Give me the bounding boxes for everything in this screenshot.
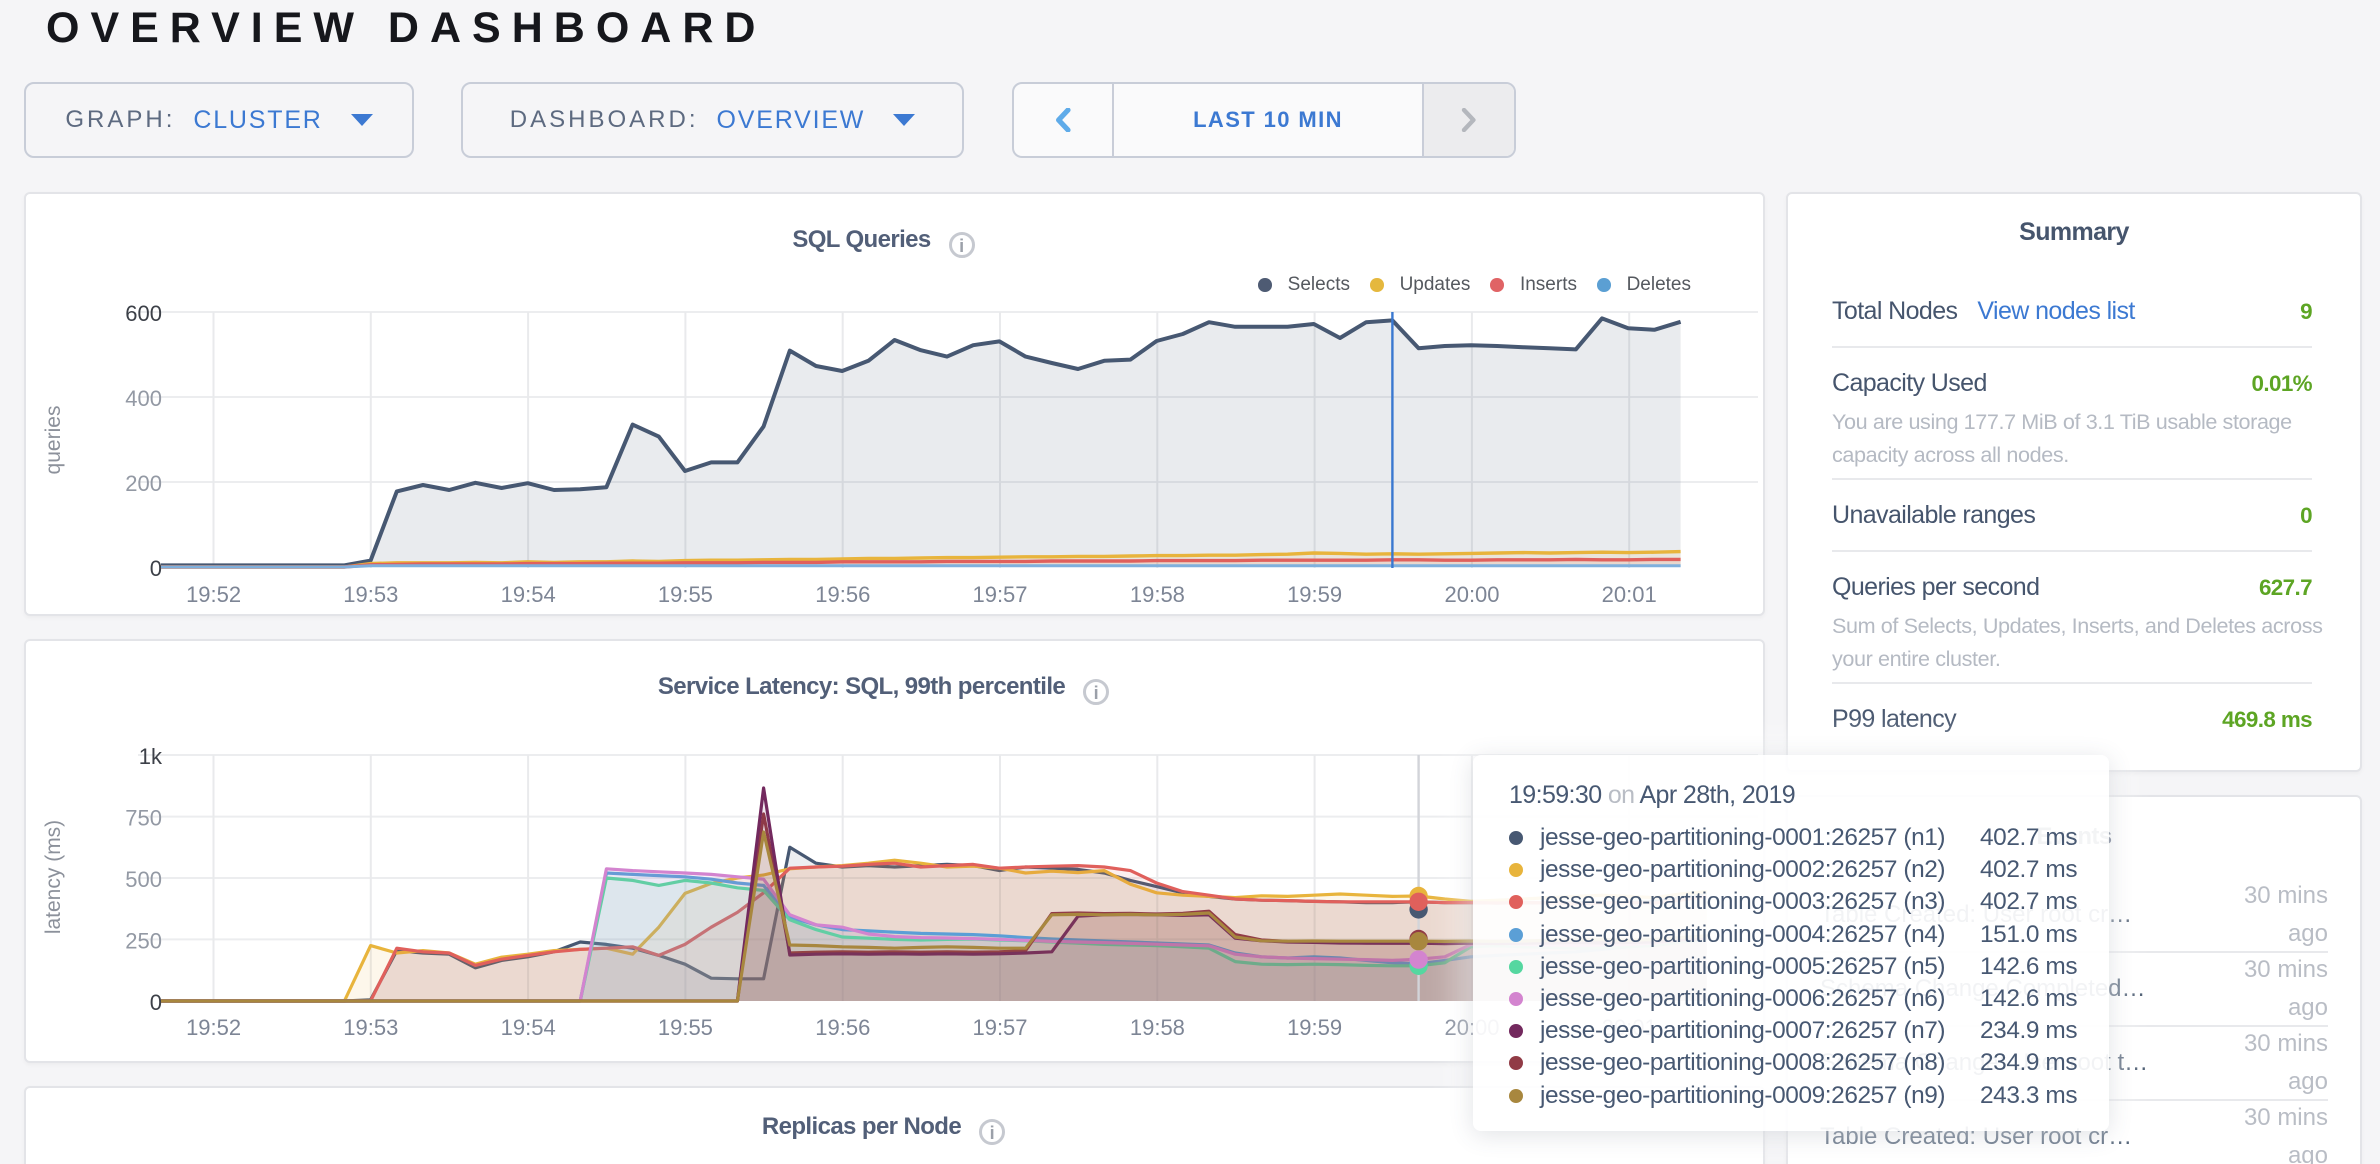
svg-text:750: 750 <box>125 805 162 830</box>
svg-text:19:59: 19:59 <box>1287 1015 1342 1040</box>
svg-text:400: 400 <box>125 386 162 411</box>
svg-text:19:58: 19:58 <box>1130 1015 1185 1040</box>
svg-text:0: 0 <box>150 556 162 581</box>
svg-text:19:57: 19:57 <box>972 1015 1027 1040</box>
svg-text:500: 500 <box>125 867 162 892</box>
svg-text:19:52: 19:52 <box>186 1015 241 1040</box>
svg-text:19:56: 19:56 <box>815 1015 870 1040</box>
svg-text:250: 250 <box>125 928 162 953</box>
svg-text:200: 200 <box>125 471 162 496</box>
svg-text:19:55: 19:55 <box>658 582 713 607</box>
svg-text:19:58: 19:58 <box>1130 582 1185 607</box>
svg-text:600: 600 <box>125 301 162 326</box>
svg-text:19:59: 19:59 <box>1287 582 1342 607</box>
svg-text:20:00: 20:00 <box>1444 582 1499 607</box>
svg-text:queries: queries <box>42 406 65 475</box>
svg-text:20:01: 20:01 <box>1602 582 1657 607</box>
svg-text:1k: 1k <box>139 744 163 769</box>
svg-text:19:57: 19:57 <box>972 582 1027 607</box>
svg-text:latency (ms): latency (ms) <box>42 820 65 934</box>
svg-text:19:53: 19:53 <box>343 1015 398 1040</box>
svg-text:19:52: 19:52 <box>186 582 241 607</box>
svg-text:19:55: 19:55 <box>658 1015 713 1040</box>
svg-text:19:54: 19:54 <box>501 582 556 607</box>
svg-text:19:53: 19:53 <box>343 582 398 607</box>
svg-text:19:54: 19:54 <box>501 1015 556 1040</box>
svg-text:19:56: 19:56 <box>815 582 870 607</box>
svg-text:0: 0 <box>150 990 162 1015</box>
